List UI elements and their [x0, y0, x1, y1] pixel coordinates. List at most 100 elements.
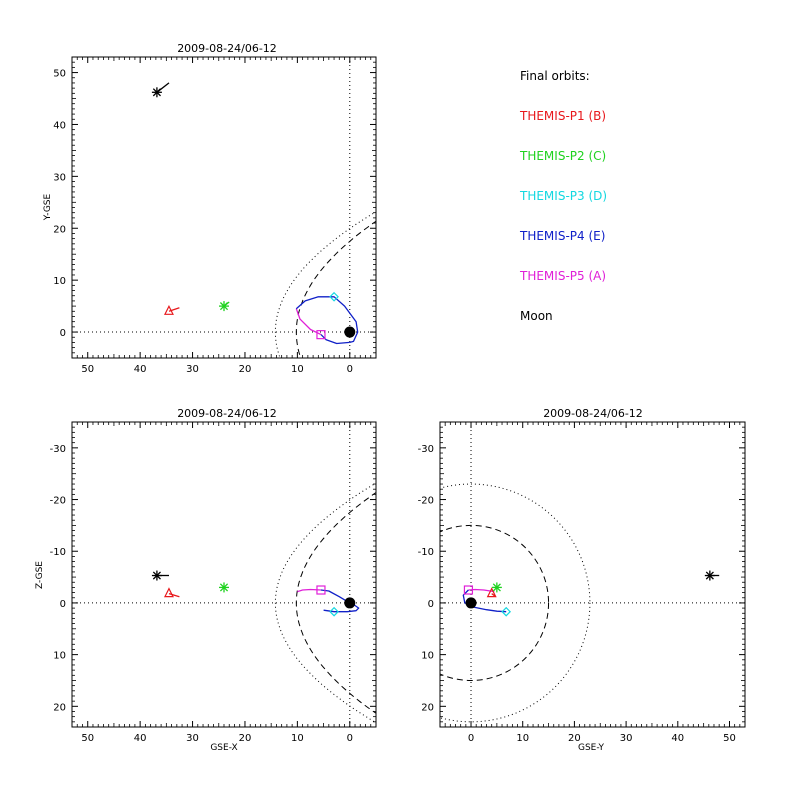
asterisk-marker	[219, 301, 229, 312]
xz-plane-panel: 2009-08-24/06-12 Z-GSE GSE-X 50 40 30 20 10 0…	[35, 407, 377, 753]
asterisk-marker	[219, 582, 229, 593]
x-tick-label: 50	[723, 733, 736, 744]
y-tick-label: 20	[53, 702, 66, 713]
orbit-track	[297, 588, 322, 593]
y-tick-label: -30	[50, 444, 66, 455]
yz-markers	[463, 570, 720, 617]
y-tick-label: 20	[53, 224, 66, 235]
triangle-marker	[163, 587, 174, 598]
xy-plane-panel: 2009-08-24/06-12 Y-GSE 50 40 30 20 10 0 0 10 20 3…	[43, 42, 377, 375]
y-tick-label: 0	[428, 599, 434, 610]
yz-plane-panel: 2009-08-24/06-12 GSE-Y 0 10 20 30 40 50 -30 -20…	[418, 407, 746, 753]
legend-item-p2: THEMIS-P2 (C)	[519, 149, 606, 163]
legend-item-p4: THEMIS-P4 (E)	[519, 229, 605, 243]
x-tick-label: 10	[516, 733, 529, 744]
y-tick-label: 40	[53, 120, 66, 131]
marker-tail	[168, 592, 180, 598]
y-tick-label: 10	[421, 651, 434, 662]
x-tick-label: 40	[671, 733, 684, 744]
orbit-track	[320, 589, 360, 613]
x-tick-label: 10	[291, 364, 304, 375]
legend-item-p3: THEMIS-P3 (D)	[519, 189, 607, 203]
magnetopause-circle	[440, 524, 550, 681]
y-tick-label: -30	[418, 444, 434, 455]
x-tick-label: 0	[347, 733, 353, 744]
xz-reference-lines	[72, 422, 376, 727]
legend-title: Final orbits:	[520, 69, 590, 83]
magnetopause-curve	[295, 491, 376, 714]
bow-shock-curve	[274, 211, 376, 358]
xz-orbits	[297, 588, 360, 613]
legend: Final orbits: THEMIS-P1 (B) THEMIS-P2 (C…	[519, 69, 607, 323]
x-tick-label: 30	[186, 364, 199, 375]
yz-ticks: 0 10 20 30 40 50 -30 -20 -10 0 10 20	[418, 421, 746, 744]
magnetopause-curve	[295, 220, 376, 358]
x-tick-label: 0	[347, 364, 353, 375]
diamond-marker	[329, 606, 339, 617]
yz-reference-lines	[440, 422, 745, 727]
orbit-track	[320, 334, 350, 345]
yz-plot-frame	[439, 421, 746, 728]
bow-shock-curve	[274, 482, 376, 724]
xz-plot-frame	[71, 421, 377, 728]
asterisk-marker	[704, 570, 715, 581]
y-tick-label: 20	[421, 702, 434, 713]
y-tick-label: 10	[53, 651, 66, 662]
orbit-track	[295, 308, 322, 336]
x-tick-label: 50	[81, 733, 94, 744]
xy-ticks: 50 40 30 20 10 0 0 10 20 30 40 50	[53, 56, 377, 375]
legend-item-p1: THEMIS-P1 (B)	[519, 109, 606, 123]
legend-item-moon: Moon	[520, 309, 553, 323]
x-tick-label: 30	[620, 733, 633, 744]
asterisk-marker	[151, 570, 162, 581]
y-tick-label: 10	[53, 276, 66, 287]
square-marker	[316, 585, 326, 595]
x-tick-label: 20	[568, 733, 581, 744]
x-tick-label: 20	[239, 733, 252, 744]
y-tick-label: -10	[50, 547, 66, 558]
y-tick-label: 50	[53, 69, 66, 80]
model-boundaries	[440, 483, 591, 723]
xy-reference-lines	[72, 57, 376, 358]
xy-plot-frame	[71, 56, 377, 359]
xz-y-axis-label: Z-GSE	[35, 561, 45, 589]
yz-panel-title: 2009-08-24/06-12	[543, 407, 643, 420]
triangle-marker	[486, 587, 497, 598]
xy-orbits	[295, 296, 359, 345]
xy-markers	[151, 82, 356, 340]
legend-item-p5: THEMIS-P5 (A)	[519, 269, 606, 283]
xz-markers	[151, 570, 356, 617]
xy-y-axis-label: Y-GSE	[43, 194, 53, 222]
diamond-marker	[501, 606, 512, 617]
x-tick-label: 40	[134, 364, 147, 375]
xz-x-axis-label: GSE-X	[210, 743, 237, 753]
xy-panel-title: 2009-08-24/06-12	[177, 42, 277, 55]
x-tick-label: 10	[291, 733, 304, 744]
y-tick-label: -20	[50, 496, 66, 507]
earth-marker	[344, 597, 356, 609]
orbit-track	[468, 588, 495, 593]
x-tick-label: 50	[81, 364, 94, 375]
earth-marker	[344, 326, 356, 338]
square-marker	[316, 330, 326, 340]
y-tick-label: 30	[53, 172, 66, 183]
y-tick-label: 0	[60, 599, 66, 610]
orbit-track	[295, 296, 359, 344]
triangle-marker	[163, 304, 174, 315]
yz-x-axis-label: GSE-Y	[578, 743, 605, 753]
x-tick-label: 0	[468, 733, 474, 744]
x-tick-label: 20	[239, 364, 252, 375]
model-boundaries	[274, 211, 376, 358]
asterisk-marker	[491, 582, 502, 593]
square-marker	[463, 585, 474, 595]
y-tick-label: -20	[418, 496, 434, 507]
xz-panel-title: 2009-08-24/06-12	[177, 407, 277, 420]
x-tick-label: 40	[134, 733, 147, 744]
model-boundaries	[274, 482, 376, 724]
diamond-marker	[329, 291, 339, 302]
y-tick-label: 0	[60, 328, 66, 339]
x-tick-label: 30	[186, 733, 199, 744]
earth-marker	[465, 597, 477, 609]
bow-shock-circle	[440, 483, 591, 723]
